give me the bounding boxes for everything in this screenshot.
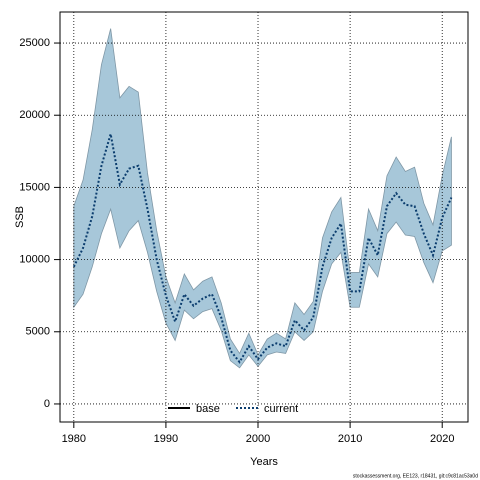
confidence-band <box>73 28 452 369</box>
x-axis-label: Years <box>250 456 278 468</box>
footer: stockassessment.org, EE123, r18431, git:… <box>353 473 478 479</box>
y-tick-label: 0 <box>44 398 50 410</box>
y-tick-label: 25000 <box>19 37 50 49</box>
x-tick-label: 2020 <box>430 433 454 445</box>
series-line <box>72 133 453 364</box>
y-tick-label: 15000 <box>19 181 50 193</box>
x-tick-label: 1980 <box>62 433 86 445</box>
legend-label: current <box>264 403 298 415</box>
plot-frame <box>59 11 469 423</box>
y-tick-label: 10000 <box>19 253 50 265</box>
x-tick-label: 1990 <box>154 433 178 445</box>
y-tick-label: 5000 <box>26 326 50 338</box>
x-tick-label: 2010 <box>338 433 362 445</box>
legend-label: base <box>196 403 220 415</box>
x-tick-label: 2000 <box>246 433 270 445</box>
y-tick-label: 20000 <box>19 109 50 121</box>
y-axis-label: SSB <box>14 206 26 228</box>
